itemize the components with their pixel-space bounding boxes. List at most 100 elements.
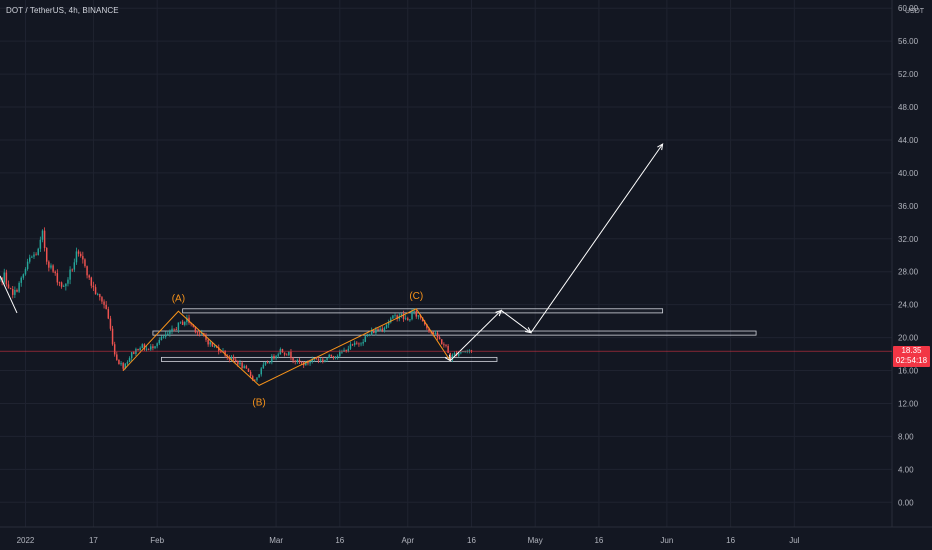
arrowhead [495, 309, 503, 317]
candle-body [201, 333, 203, 334]
y-tick-label: 40.00 [898, 169, 919, 178]
candle-body [243, 366, 245, 369]
candle-body [96, 294, 99, 295]
candle-body [20, 277, 22, 283]
candle-body [41, 230, 44, 240]
candle-body [211, 342, 214, 347]
candle-body [390, 318, 392, 323]
wave-label: (B) [252, 397, 265, 408]
candle-body [16, 289, 18, 292]
candle-body [105, 304, 107, 310]
candle-body [128, 358, 131, 362]
candle-body [52, 265, 54, 272]
candle-body [402, 314, 405, 319]
candle-body [322, 359, 324, 362]
wave-label: (A) [172, 293, 185, 304]
candle-body [54, 271, 56, 274]
x-tick-label: 16 [594, 536, 603, 545]
candle-body [213, 345, 216, 347]
candle-body [370, 330, 373, 335]
candle-body [14, 289, 16, 295]
candle-body [298, 360, 301, 363]
candle-body [362, 341, 364, 344]
candle-body [343, 349, 345, 352]
candle-body [109, 318, 112, 329]
candle-body [224, 350, 226, 356]
candle-body [179, 321, 182, 323]
candle-body [330, 354, 333, 357]
x-tick-label: 17 [89, 536, 98, 545]
candle-body [385, 324, 388, 328]
candle-body [75, 251, 78, 263]
candle-body [162, 336, 165, 338]
y-tick-label: 60.00 [898, 4, 919, 13]
x-tick-label: May [528, 536, 543, 545]
candle-body [364, 336, 367, 342]
candle-body [279, 349, 282, 355]
time-axis[interactable]: 2022 17 Feb Mar 16 Apr 16 May 16 Jun 16 Jul [17, 536, 800, 545]
candle-body [273, 355, 275, 359]
candle-body [65, 283, 67, 287]
x-tick-label: Feb [150, 536, 164, 545]
candle-body [9, 288, 12, 290]
candle-body [167, 333, 169, 335]
candle-body [188, 317, 190, 323]
candle-body [218, 347, 220, 352]
x-tick-label: Apr [402, 536, 415, 545]
candle-body [50, 265, 52, 268]
candle-body [428, 328, 430, 332]
y-tick-label: 52.00 [898, 70, 919, 79]
candle-body [3, 272, 5, 283]
y-tick-label: 56.00 [898, 37, 919, 46]
x-tick-label: Jun [660, 536, 673, 545]
candle-body [175, 329, 178, 330]
trend-line [0, 275, 18, 314]
candle-body [324, 359, 326, 362]
symbol-title[interactable]: DOT / TetherUS, 4h, BINANCE [6, 6, 119, 15]
wave-label: (C) [409, 291, 423, 302]
candle-body [122, 363, 124, 369]
candle-body [277, 354, 279, 356]
candle-body [424, 321, 426, 325]
candle-body [35, 254, 37, 256]
price-zone [152, 330, 757, 336]
candle-body [145, 348, 148, 350]
candle-body [421, 317, 424, 322]
candle-body [296, 360, 299, 362]
candle-body [141, 344, 144, 348]
candle-body [181, 321, 184, 325]
candle-body [184, 321, 186, 325]
candle-body [113, 344, 116, 355]
candle-body [349, 344, 352, 349]
last-price-value: 18.35 [901, 346, 922, 356]
candle-body [328, 354, 330, 359]
candle-body [247, 368, 250, 372]
candle-body [443, 344, 445, 346]
candle-body [22, 274, 25, 278]
candle-body [326, 358, 328, 360]
candle-body [441, 339, 443, 345]
y-tick-label: 32.00 [898, 235, 919, 244]
candle-body [336, 356, 339, 358]
candle-body [411, 311, 413, 320]
candle-body [177, 322, 180, 330]
candle-body [171, 328, 173, 332]
candle-body [111, 328, 114, 345]
candle-body [234, 359, 237, 362]
candle-body [79, 253, 82, 257]
candle-body [239, 362, 241, 365]
candle-body [445, 345, 447, 347]
candle-body [288, 351, 290, 356]
candle-body [309, 361, 311, 364]
candle-body [11, 289, 14, 295]
candle-body [449, 352, 451, 360]
candle-body [150, 346, 152, 350]
arrowhead [657, 143, 664, 151]
candle-body [375, 328, 377, 334]
price-axis[interactable]: 0.00 4.00 8.00 12.00 16.00 20.00 24.00 28.00 32.… [898, 4, 925, 507]
y-tick-label: 20.00 [898, 334, 919, 343]
projection-path [449, 143, 664, 362]
wave-lines: (A) (B) (C) [122, 291, 451, 408]
candle-body [351, 344, 354, 346]
